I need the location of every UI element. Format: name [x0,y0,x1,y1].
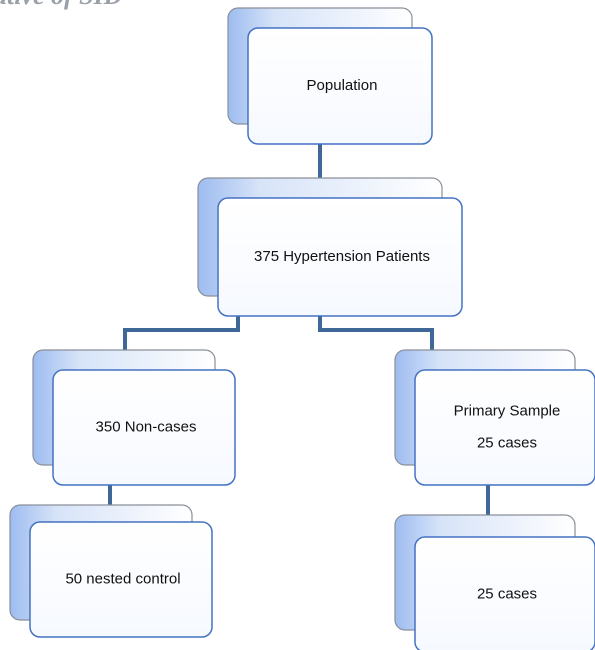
nodes: Population 375 Hypertension Patients 350 N… [9,7,595,650]
node-label: 25 cases [477,434,537,451]
node-box [52,369,236,486]
node-box [217,197,463,317]
node-box [29,521,213,638]
node-label: Population [307,77,378,94]
node-label: 25 cases [477,585,537,602]
node-label: 375 Hypertension Patients [254,248,430,265]
connector [123,316,240,350]
connector [318,316,434,350]
node-box [414,369,595,486]
header-title: ative of SID [0,0,123,10]
node-label: 50 nested control [65,570,180,587]
node-box [247,27,433,145]
node-label: 350 Non-cases [96,418,197,435]
node-label: Primary Sample [454,402,561,419]
node-box [414,536,595,650]
connectors [108,144,490,515]
